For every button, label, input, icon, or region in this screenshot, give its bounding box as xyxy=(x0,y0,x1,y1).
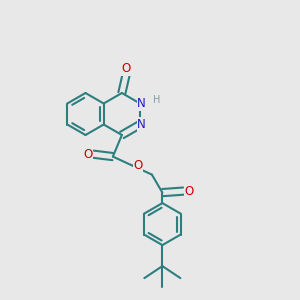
Text: O: O xyxy=(122,62,131,76)
Text: O: O xyxy=(83,148,93,161)
Text: N: N xyxy=(137,97,146,110)
Text: N: N xyxy=(137,118,146,131)
Text: O: O xyxy=(185,184,194,198)
Text: H: H xyxy=(153,95,160,105)
Text: O: O xyxy=(133,159,142,172)
